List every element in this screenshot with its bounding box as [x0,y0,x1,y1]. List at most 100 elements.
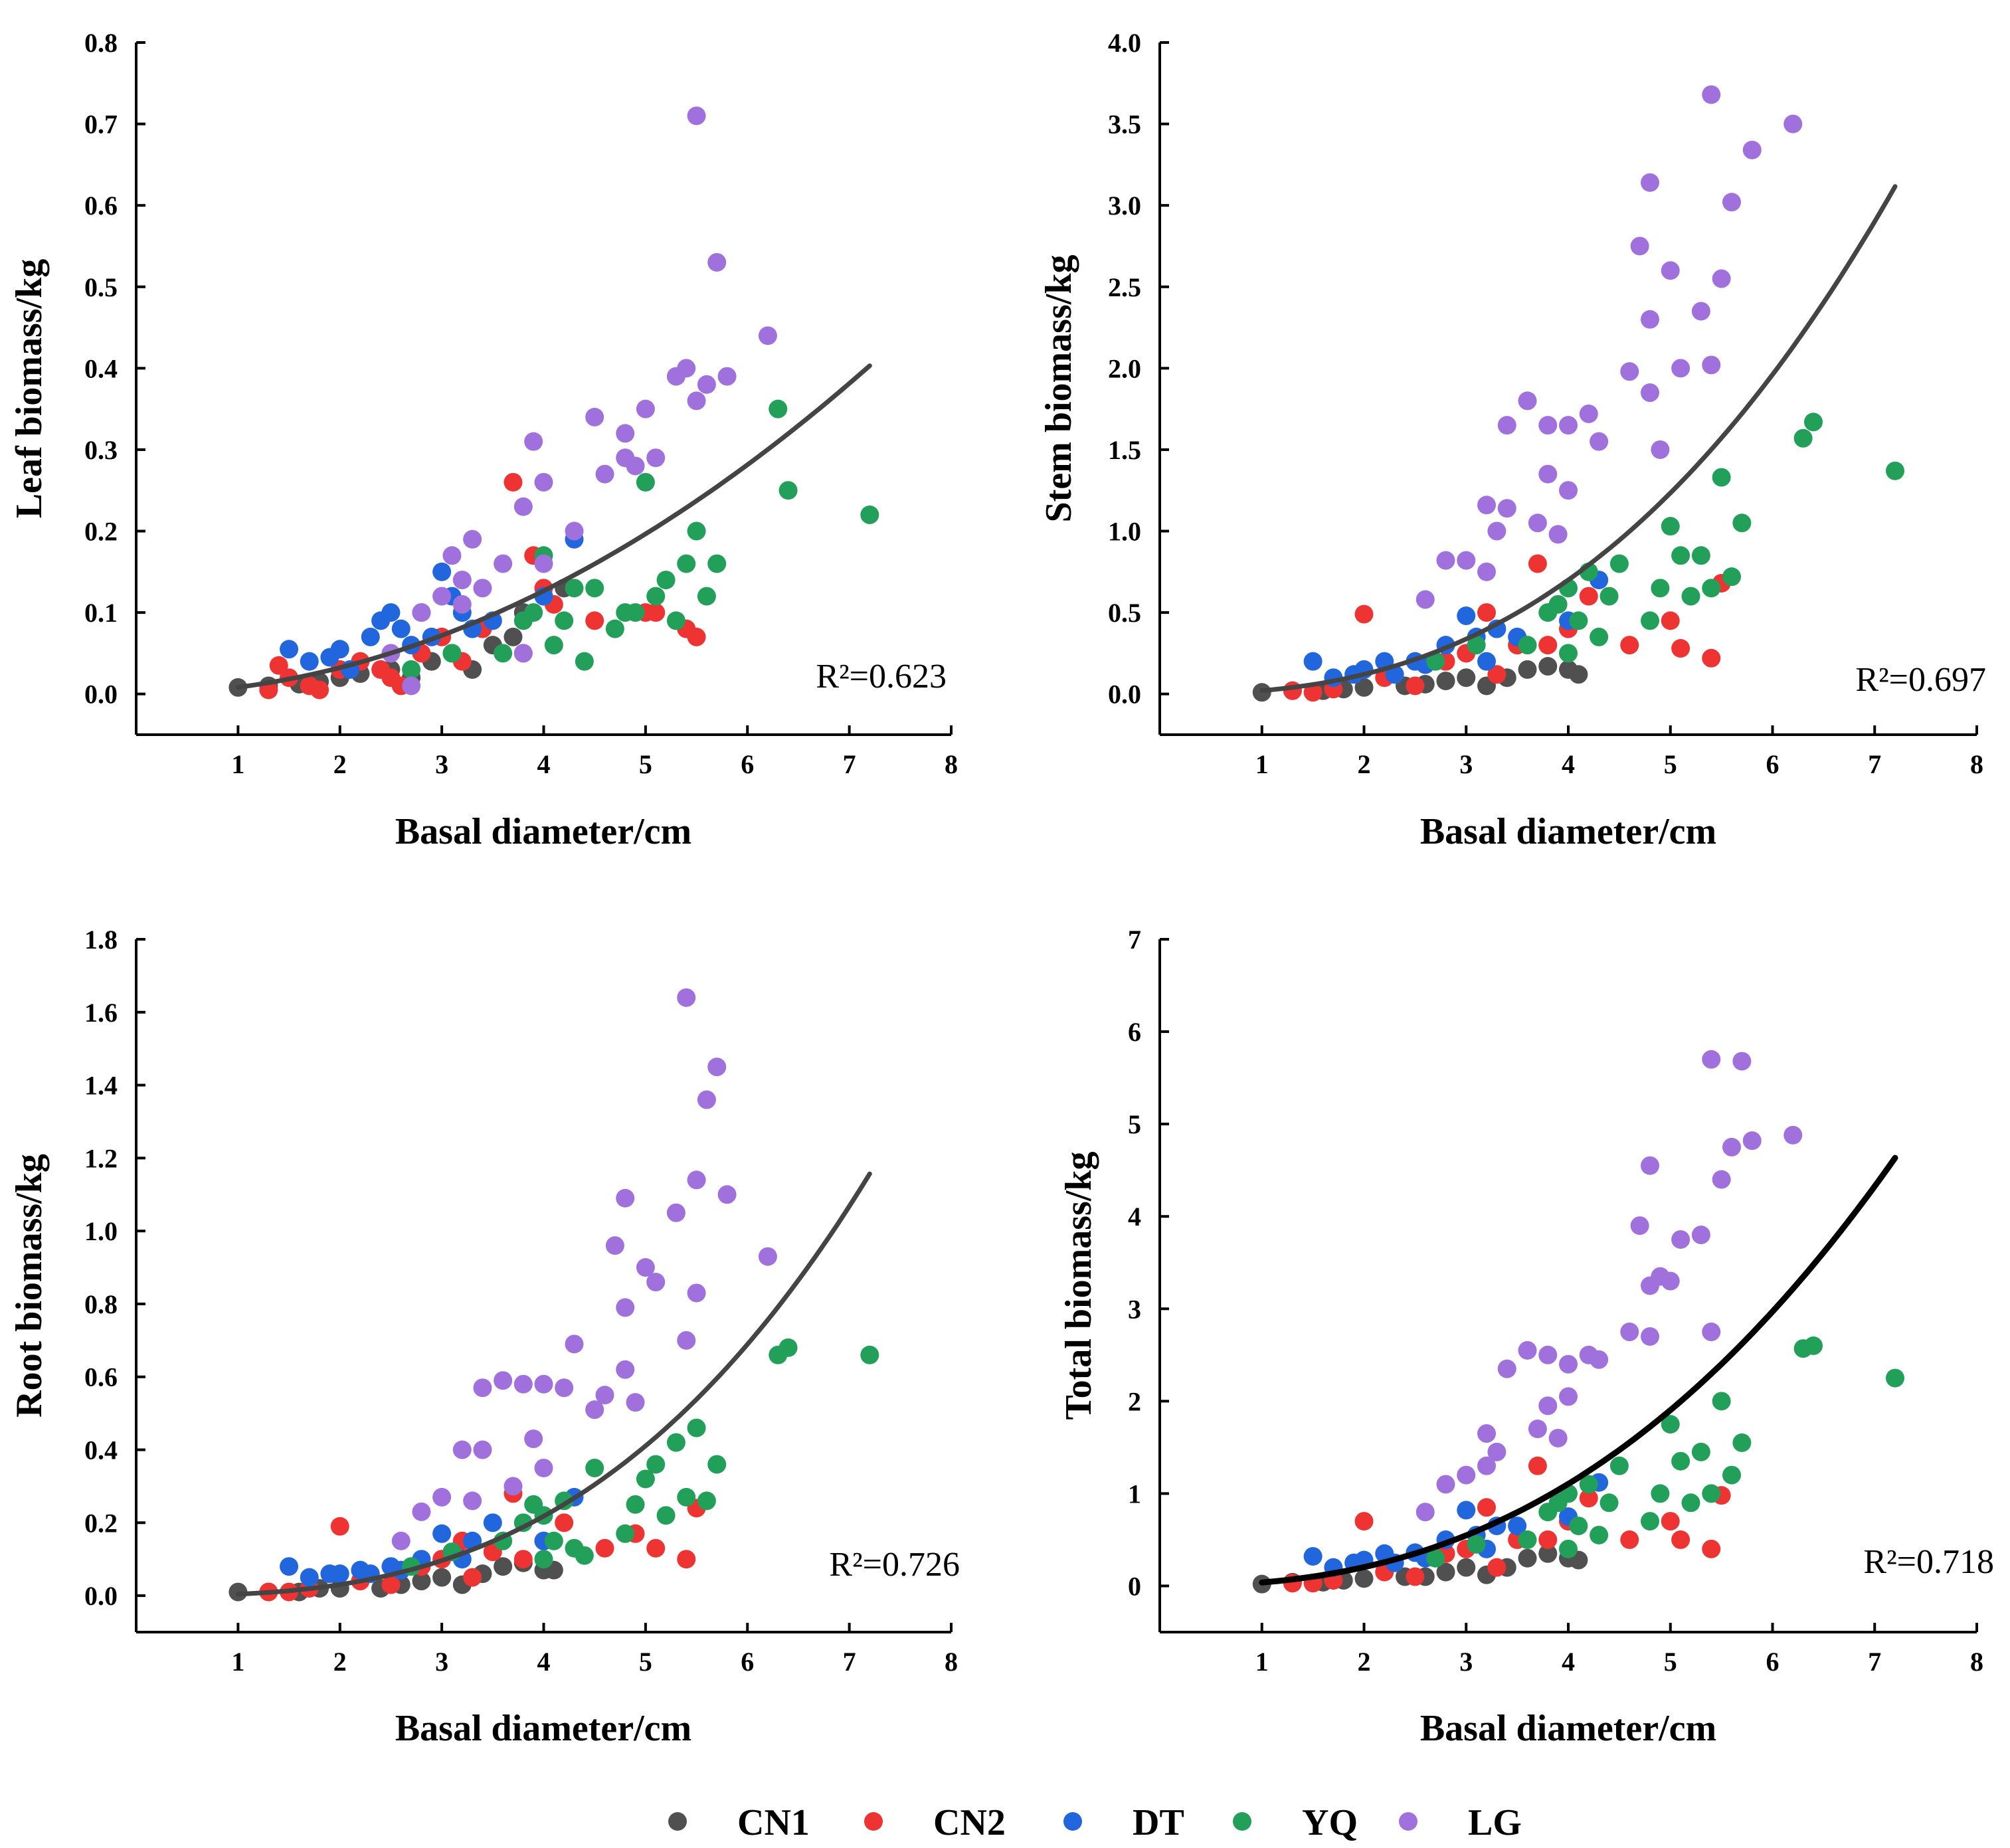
point-cn2 [1538,636,1558,655]
total-biomass-panel: 1 2 3 4 5 6 7 8 0 1 2 3 4 5 6 7 Basal diameter/cm Total b… [1058,925,1994,1749]
point-dt [300,1568,319,1587]
y-tick-label: 0.2 [84,517,118,547]
point-lg [687,391,706,411]
point-lg [524,432,543,451]
point-dt [483,1513,502,1532]
point-yq [1426,652,1445,671]
point-cn2 [595,1538,614,1558]
point-lg [412,603,431,622]
x-tick-label: 2 [1358,749,1371,779]
point-lg [636,399,655,418]
point-yq [1691,546,1710,565]
point-lg [513,497,533,516]
point-yq [585,1458,604,1477]
point-lg [1732,1052,1752,1071]
point-lg [1497,416,1516,435]
point-lg [687,106,706,126]
point-cn2 [687,627,706,646]
point-lg [1477,1456,1496,1475]
point-cn2 [585,611,604,630]
point-yq [636,1469,655,1489]
point-cn1 [1518,1548,1537,1568]
y-tick-label: 0.2 [84,1508,118,1538]
legend-label-lg: LG [1468,1802,1522,1843]
point-lg [1559,481,1578,500]
point-yq [1641,611,1659,630]
y-tick-label: 1.0 [84,1216,118,1246]
point-dt [361,627,380,646]
point-lg [1620,362,1639,381]
point-yq [656,1506,676,1525]
point-lg [1702,1050,1721,1069]
point-yq [1559,1539,1578,1558]
point-yq [666,611,685,630]
legend-label-cn1: CN1 [737,1802,810,1843]
point-lg [1416,590,1435,609]
point-yq [575,1546,594,1565]
point-yq [1886,461,1904,480]
point-dt [300,652,319,671]
y-tick-label: 3.0 [1108,191,1141,221]
point-lg [616,1360,635,1379]
x-tick-label: 8 [1970,1647,1983,1677]
point-yq [636,472,655,492]
point-lg [513,644,533,663]
point-lg [1538,1396,1558,1416]
point-lg [1742,1131,1762,1151]
point-yq [1651,579,1670,598]
y-tick-label: 1.8 [84,925,118,955]
x-axis-title: Basal diameter/cm [1420,1708,1716,1749]
fit-curve [235,1171,872,1597]
point-yq [1722,567,1741,587]
point-yq [544,636,563,655]
point-lg [717,1185,737,1204]
point-lg [1671,1230,1690,1249]
point-lg [677,359,696,378]
point-lg [442,546,462,565]
x-axis-title: Basal diameter/cm [395,1708,691,1749]
point-lg [687,1170,706,1190]
point-lg [1416,1503,1435,1522]
fit-curve [1259,184,1898,693]
x-tick-label: 7 [1868,1647,1881,1677]
point-yq [1579,1475,1598,1494]
y-tick-label: 1.4 [84,1071,118,1101]
y-tick-label: 0.5 [84,272,118,302]
point-cn2 [1477,1498,1496,1517]
point-yq [1732,513,1752,533]
point-lg [758,326,777,345]
point-lg [1661,1271,1680,1291]
point-lg [473,1440,492,1459]
point-yq [707,554,727,573]
point-lg [707,1058,727,1077]
point-lg [1641,1156,1659,1175]
point-lg [1722,193,1741,212]
point-yq [1712,1392,1731,1411]
point-lg [1538,416,1558,435]
point-lg [534,1458,553,1477]
x-tick-label: 5 [639,1647,652,1677]
point-cn2 [1487,665,1507,684]
legend-marker-cn1 [668,1812,687,1831]
point-lg [1712,1170,1731,1189]
point-lg [1579,405,1598,424]
point-dt [1303,1546,1323,1566]
point-yq [616,1524,635,1543]
point-yq [1712,468,1731,487]
point-lg [494,554,513,573]
point-lg [1518,391,1537,411]
root-biomass-panel: 1 2 3 4 5 6 7 8 0.0 0.2 0.4 0.6 0.8 1.0 1.2 1.4 1.6 1.8 Ba… [9,925,960,1749]
point-yq [1609,1456,1629,1475]
point-cn2 [381,1575,401,1594]
x-tick-label: 1 [231,1647,244,1677]
x-tick-label: 3 [1459,1647,1473,1677]
y-tick-label: 0.0 [84,1581,118,1611]
point-yq [524,603,543,622]
point-lg [1641,1327,1659,1346]
y-tick-label: 3.5 [1108,110,1141,139]
point-yq [544,1531,563,1550]
y-tick-label: 0.8 [84,28,118,58]
point-lg [1712,269,1731,288]
point-cn2 [646,603,666,622]
point-cn2 [503,472,523,492]
